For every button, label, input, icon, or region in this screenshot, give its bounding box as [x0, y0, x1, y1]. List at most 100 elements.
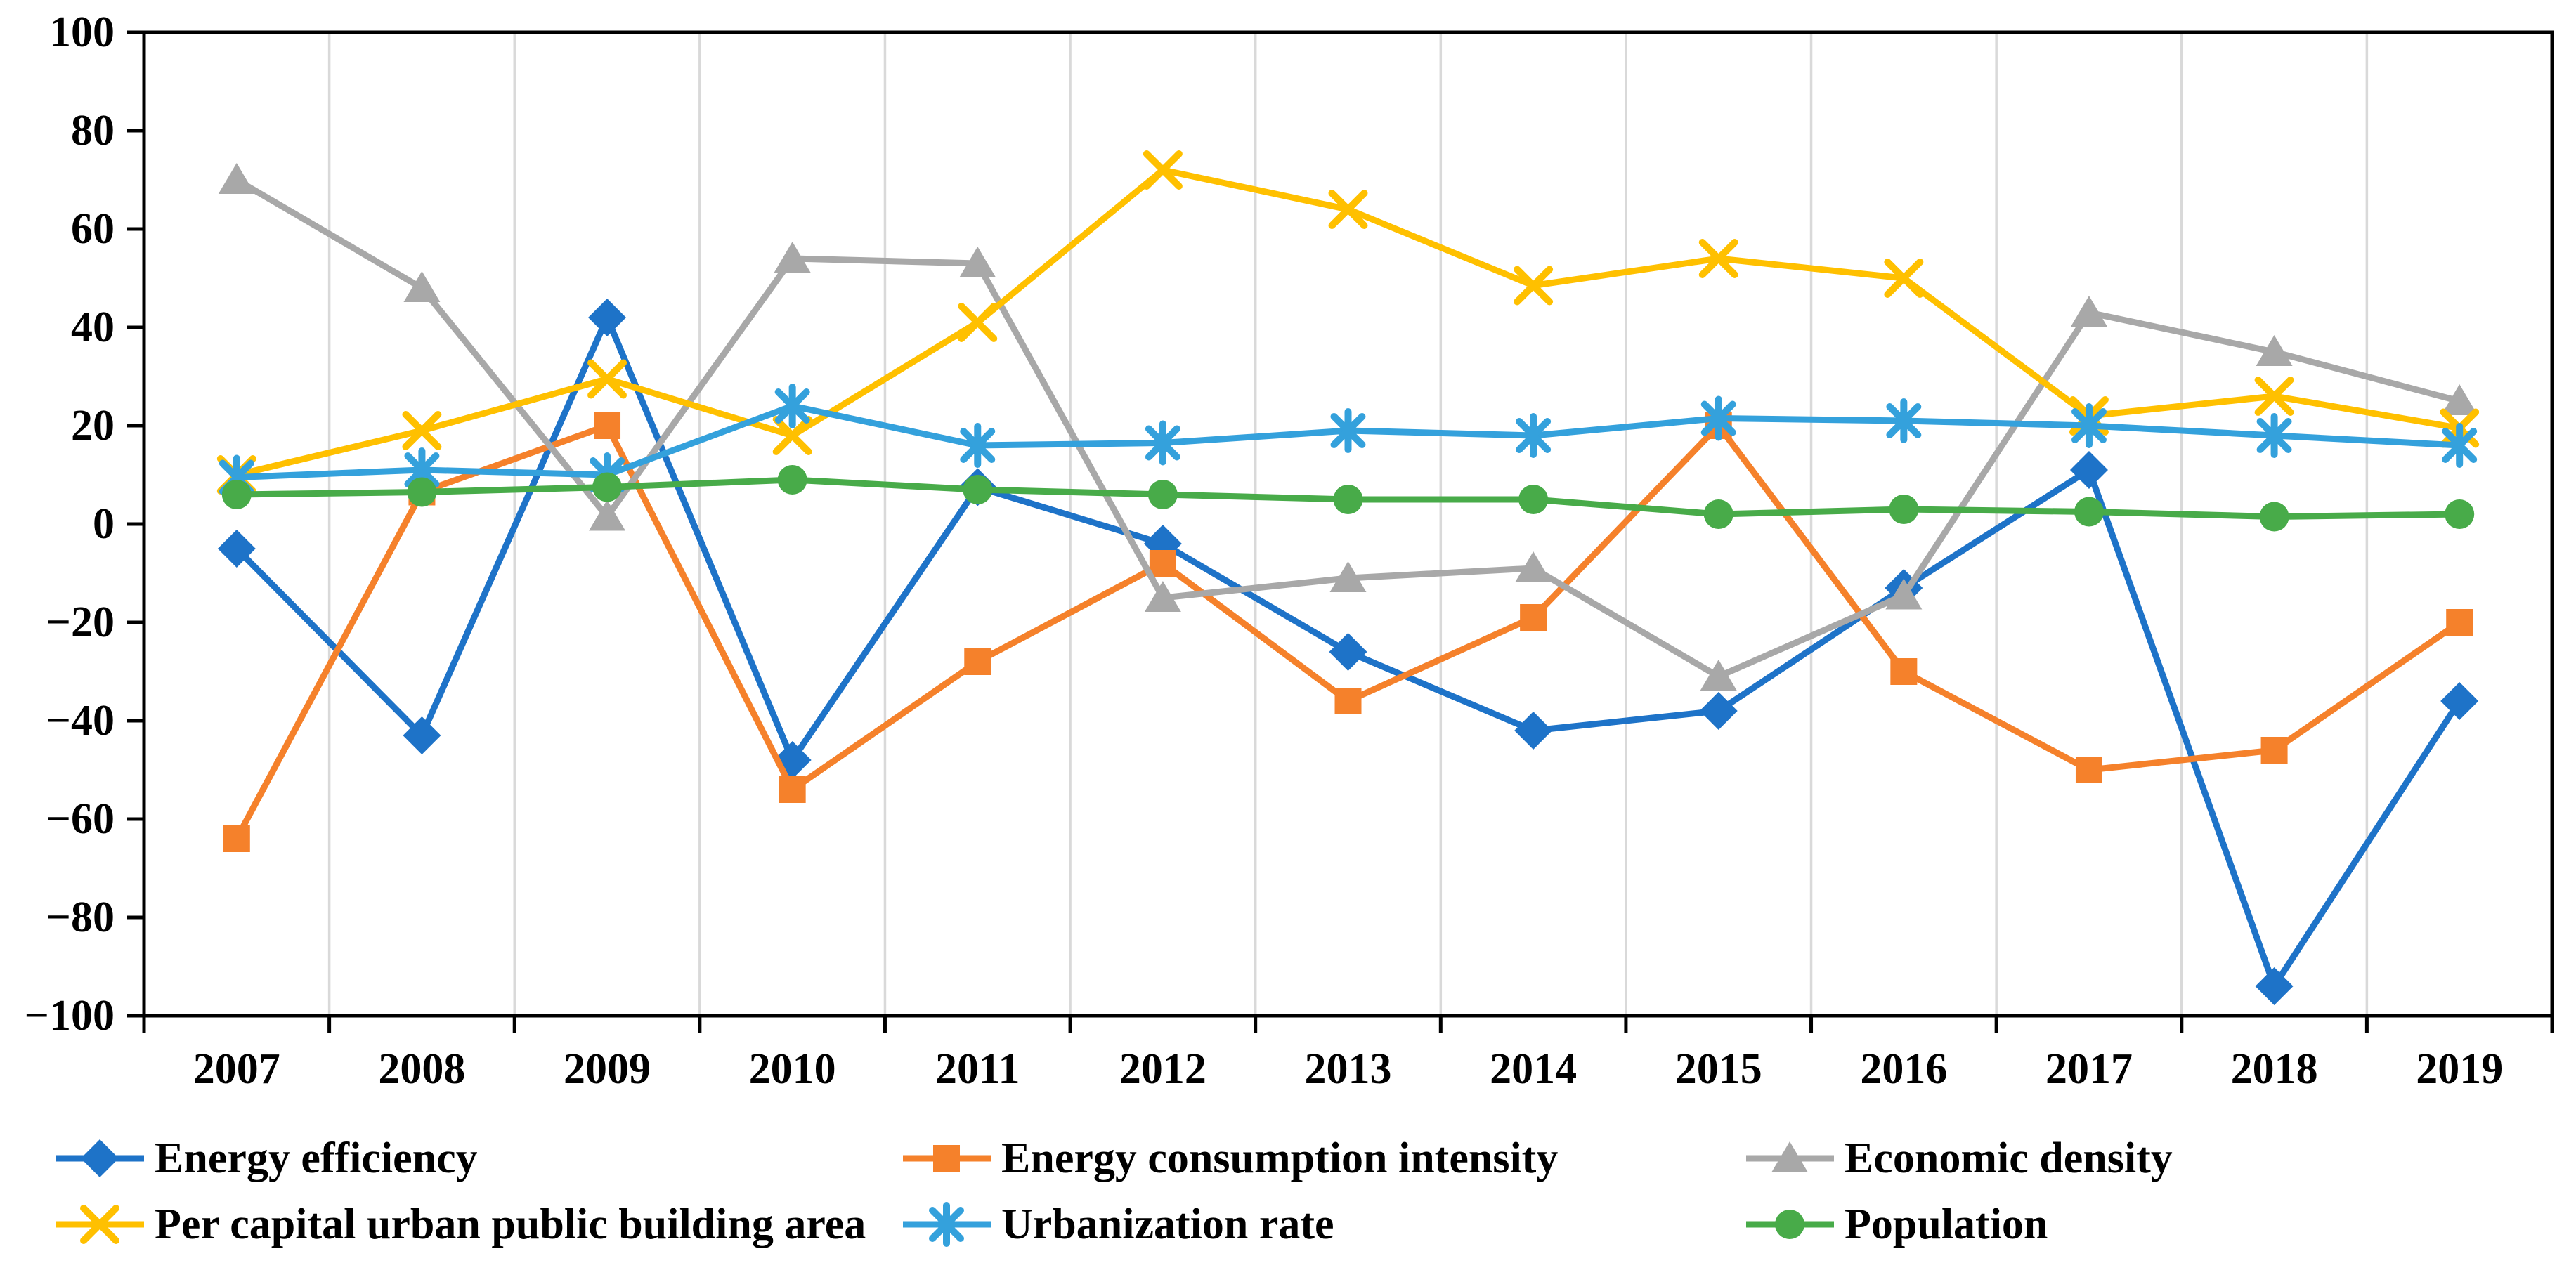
square-marker	[933, 1145, 960, 1172]
circle-marker	[2074, 497, 2104, 527]
diamond-marker	[1699, 692, 1738, 730]
square-marker	[1149, 550, 1176, 577]
axes	[142, 30, 2554, 1033]
legend-item-energy-efficiency: Energy efficiency	[56, 1134, 478, 1182]
legend-item-per-capital-urban-public-building-area: Per capital urban public building area	[56, 1200, 866, 1248]
triangle-marker	[2441, 384, 2478, 415]
square-marker	[1890, 658, 1918, 685]
x-tick-label: 2011	[935, 1045, 1020, 1093]
x-marker	[402, 411, 442, 450]
triangle-marker	[2070, 296, 2107, 327]
circle-marker	[1518, 485, 1549, 514]
y-tick-label: 80	[71, 107, 115, 155]
asterisk-marker	[2256, 413, 2292, 458]
legend-label: Per capital urban public building area	[155, 1200, 866, 1248]
circle-marker	[1333, 485, 1363, 514]
x-tick-label: 2016	[1860, 1045, 1947, 1093]
diamond-marker	[403, 716, 441, 754]
asterisk-marker	[2442, 423, 2478, 468]
x-tick-label: 2013	[1305, 1045, 1392, 1093]
x-marker	[1328, 190, 1368, 229]
circle-marker	[2259, 502, 2289, 532]
y-tick-label: −60	[46, 795, 115, 843]
circle-marker	[963, 475, 993, 504]
y-axis: 100 80 60 40 20 0 −20 −40 −60 −80 −100	[25, 8, 144, 1040]
y-tick-label: −100	[25, 992, 115, 1040]
legend: Energy efficiency Energy consumption inte…	[56, 1134, 2173, 1248]
circle-marker	[592, 472, 623, 502]
plot-border	[142, 30, 2554, 1018]
triangle-marker	[1515, 551, 1552, 582]
x-marker	[1698, 239, 1738, 278]
triangle-marker	[1771, 1141, 1808, 1172]
circle-marker	[1775, 1210, 1804, 1239]
x-tick-label: 2009	[564, 1045, 651, 1093]
series-economic-density	[218, 163, 2478, 691]
triangle-marker	[959, 247, 996, 277]
circle-marker	[221, 480, 252, 509]
y-tick-label: 20	[71, 402, 115, 450]
x-marker	[1143, 150, 1183, 190]
y-tick-label: 40	[71, 303, 115, 351]
x-tick-label: 2015	[1675, 1045, 1762, 1093]
legend-label: Economic density	[1845, 1134, 2173, 1182]
square-marker	[223, 825, 250, 852]
triangle-marker	[1329, 561, 1367, 592]
y-tick-label: 0	[93, 500, 115, 548]
x-marker	[80, 1205, 119, 1244]
x-tick-label: 2007	[193, 1045, 280, 1093]
legend-label: Urbanization rate	[1001, 1200, 1334, 1248]
legend-label: Energy efficiency	[155, 1134, 478, 1182]
triangle-marker	[1144, 581, 1181, 612]
x-tick-label: 2018	[2231, 1045, 2318, 1093]
triangle-marker	[218, 163, 255, 194]
diamond-marker	[81, 1139, 119, 1177]
y-tick-label: −20	[46, 598, 115, 646]
y-tick-label: 100	[49, 8, 115, 56]
x-tick-label: 2017	[2045, 1045, 2133, 1093]
plot-gridlines	[327, 32, 2369, 1016]
x-marker	[587, 359, 627, 399]
x-marker	[772, 416, 812, 455]
diamond-marker	[2440, 682, 2479, 720]
y-tick-label: −80	[46, 894, 115, 941]
circle-marker	[2445, 499, 2475, 529]
asterisk-marker	[2071, 403, 2107, 448]
diamond-marker	[217, 530, 256, 568]
square-marker	[779, 776, 806, 803]
x-axis: 2007 2008 2009 2010 2011 2012 2013 2014 2015 2016…	[193, 1045, 2503, 1093]
x-tick-label: 2012	[1119, 1045, 1206, 1093]
x-tick-label: 2019	[2416, 1045, 2503, 1093]
x-tick-label: 2014	[1490, 1045, 1577, 1093]
legend-item-energy-consumption-intensity: Energy consumption intensity	[903, 1134, 1558, 1182]
diamond-marker	[2255, 967, 2294, 1005]
triangle-marker	[589, 499, 626, 531]
square-marker	[964, 648, 991, 675]
square-marker	[1334, 688, 1362, 714]
square-marker	[2260, 737, 2288, 764]
square-marker	[2075, 757, 2102, 783]
triangle-marker	[2256, 335, 2293, 366]
y-tick-label: 60	[71, 205, 115, 253]
asterisk-marker	[1886, 398, 1922, 443]
x-tick-label: 2008	[378, 1045, 465, 1093]
x-marker	[958, 303, 998, 342]
legend-label: Population	[1845, 1200, 2048, 1248]
asterisk-marker	[774, 384, 810, 428]
triangle-marker	[403, 271, 441, 302]
triangle-marker	[1700, 660, 1737, 691]
diamond-marker	[2069, 451, 2108, 489]
asterisk-marker	[929, 1202, 964, 1247]
diamond-marker	[1514, 712, 1553, 750]
circle-marker	[1703, 499, 1733, 529]
x-marker	[2254, 377, 2294, 416]
series-energy-efficiency	[217, 299, 2479, 1005]
series-population	[221, 465, 2475, 532]
square-marker	[1520, 604, 1547, 631]
circle-marker	[1147, 480, 1178, 509]
x-marker	[1884, 259, 1924, 298]
circle-marker	[407, 477, 437, 507]
legend-item-urbanization-rate: Urbanization rate	[903, 1200, 1334, 1248]
